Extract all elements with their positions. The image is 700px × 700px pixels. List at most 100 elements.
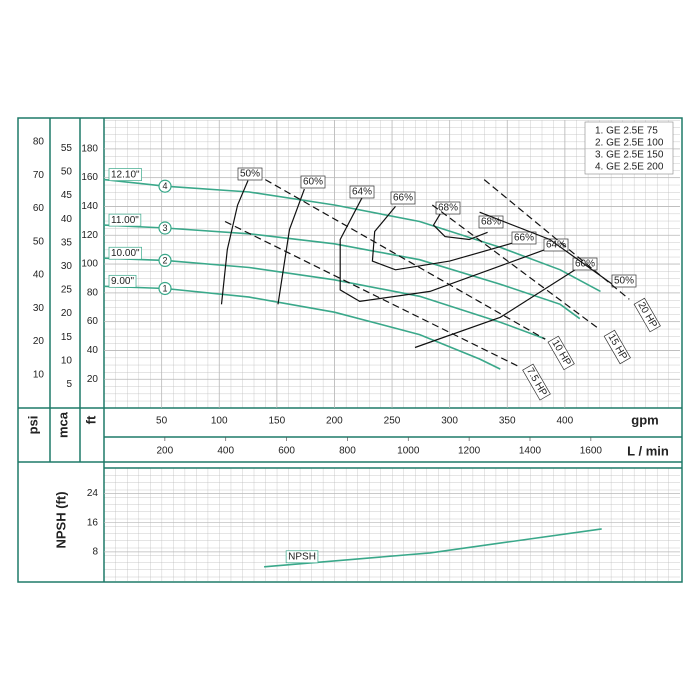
- x-tick-label: 350: [499, 416, 516, 427]
- y3-tick-label: 10: [61, 355, 73, 366]
- hp-label-box: [603, 329, 631, 365]
- efficiency-label: 68%: [438, 203, 458, 214]
- efficiency-label: 60%: [303, 177, 323, 188]
- frame: [17, 117, 683, 583]
- efficiency-label-group: 68%: [435, 201, 461, 215]
- x2-tick-label: 1200: [458, 446, 481, 457]
- curve: [103, 178, 601, 293]
- y2-tick-label: 30: [33, 303, 45, 314]
- y2-tick-label: 10: [33, 369, 45, 380]
- efficiency-label: 64%: [546, 240, 566, 251]
- curve-marker-label: 2: [162, 255, 167, 265]
- x-tick-label: 50: [156, 416, 168, 427]
- y-tick-label: 40: [87, 345, 99, 356]
- legend-entry: 1. GE 2.5E 75: [595, 126, 658, 137]
- y3-tick-label: 45: [61, 190, 73, 201]
- y-tick-label: 120: [81, 230, 98, 241]
- x2-tick-label: 400: [217, 446, 234, 457]
- efficiency-label-box: [611, 274, 637, 288]
- efficiency-label-group: 66%: [390, 191, 416, 205]
- curve-name: NPSH: [288, 551, 316, 562]
- y3-tick-label: 5: [66, 379, 72, 390]
- efficiency-label: 50%: [240, 169, 260, 180]
- npsh-plot-grid: [104, 468, 680, 581]
- x-tick-label: 150: [268, 416, 285, 427]
- x-tick-label: 300: [441, 416, 458, 427]
- curve-name-group: 9.00": [108, 274, 137, 288]
- efficiency-label: 64%: [352, 187, 372, 198]
- y-tick-label: 80: [87, 287, 99, 298]
- curve-name-group: 10.00": [108, 246, 142, 260]
- y-tick-label: 160: [81, 172, 98, 183]
- y3-tick-label: 25: [61, 285, 73, 296]
- axis-title-npsh: NPSH (ft): [53, 491, 68, 548]
- y-tick-label: 140: [81, 201, 98, 212]
- curve-name-group: 12.10": [108, 168, 142, 181]
- curve: [483, 179, 630, 300]
- x-tick-label: 100: [211, 416, 228, 427]
- y2-tick-label: 40: [33, 270, 45, 281]
- curve: [264, 528, 602, 568]
- y2-tick-label: 50: [33, 236, 45, 247]
- curve-name-group: 11.00": [108, 213, 142, 227]
- y3-tick-label: 35: [61, 237, 73, 248]
- x2-tick-label: 1000: [397, 446, 420, 457]
- curve-marker-label: 3: [162, 223, 167, 233]
- efficiency-label-box: [300, 175, 326, 189]
- x2-tick-label: 1400: [519, 446, 542, 457]
- curve: [371, 206, 521, 271]
- x-tick-label: 200: [326, 416, 343, 427]
- y2-tick-label: 60: [33, 203, 45, 214]
- axis-title-lmin: L / min: [627, 443, 669, 458]
- curve-name: 12.10": [111, 169, 140, 180]
- efficiency-label: 66%: [393, 193, 413, 204]
- curve-marker: [158, 281, 172, 296]
- curve-name-box: [108, 168, 142, 181]
- axis-title-mca: mca: [55, 411, 70, 438]
- y3-tick-label: 20: [61, 308, 73, 319]
- curve-name: 10.00": [111, 248, 140, 259]
- y3-tick-label: 30: [61, 261, 73, 272]
- curve-marker-label: 4: [162, 181, 167, 191]
- hp-label-box: [633, 297, 661, 333]
- npsh-tick-label: 24: [87, 488, 99, 499]
- y2-tick-label: 20: [33, 336, 45, 347]
- axis-title-gpm: gpm: [631, 412, 658, 427]
- efficiency-label: 68%: [481, 217, 501, 228]
- efficiency-label: 50%: [614, 276, 634, 287]
- y3-tick-label: 50: [61, 167, 73, 178]
- curve: [220, 180, 249, 305]
- legend-entry: 2. GE 2.5E 100: [595, 138, 664, 149]
- y-tick-label: 20: [87, 374, 99, 385]
- y-tick-label: 180: [81, 143, 98, 154]
- curve: [479, 211, 615, 287]
- x2-tick-label: 1600: [580, 446, 603, 457]
- npsh-tick-label: 8: [92, 546, 98, 557]
- efficiency-label-box: [390, 191, 416, 205]
- x2-tick-label: 800: [339, 446, 356, 457]
- y-tick-label: 60: [87, 316, 99, 327]
- efficiency-label-box: [237, 167, 263, 181]
- curve-name-box: [285, 550, 319, 564]
- axis-title-psi: psi: [25, 416, 40, 435]
- efficiency-label-group: 50%: [237, 167, 263, 181]
- efficiency-label-group: 66%: [511, 231, 537, 245]
- curve: [265, 179, 546, 340]
- curve-marker: [158, 253, 172, 267]
- legend-entry: 4. GE 2.5E 200: [595, 162, 664, 173]
- curve: [103, 224, 581, 320]
- curve-name: 11.00": [111, 215, 139, 226]
- efficiency-label-group: 50%: [611, 274, 637, 288]
- curve: [432, 213, 488, 241]
- x2-tick-label: 600: [278, 446, 295, 457]
- legend-entry: 3. GE 2.5E 150: [595, 150, 664, 161]
- curve-marker: [158, 221, 172, 235]
- x-tick-label: 400: [556, 416, 573, 427]
- efficiency-label: 66%: [514, 233, 534, 244]
- x-tick-label: 250: [384, 416, 401, 427]
- curve: [414, 267, 578, 349]
- axis-title-ft: ft: [83, 415, 98, 424]
- curve-name-box: [108, 274, 137, 288]
- curve-marker-label: 1: [162, 283, 167, 293]
- curve: [277, 188, 305, 305]
